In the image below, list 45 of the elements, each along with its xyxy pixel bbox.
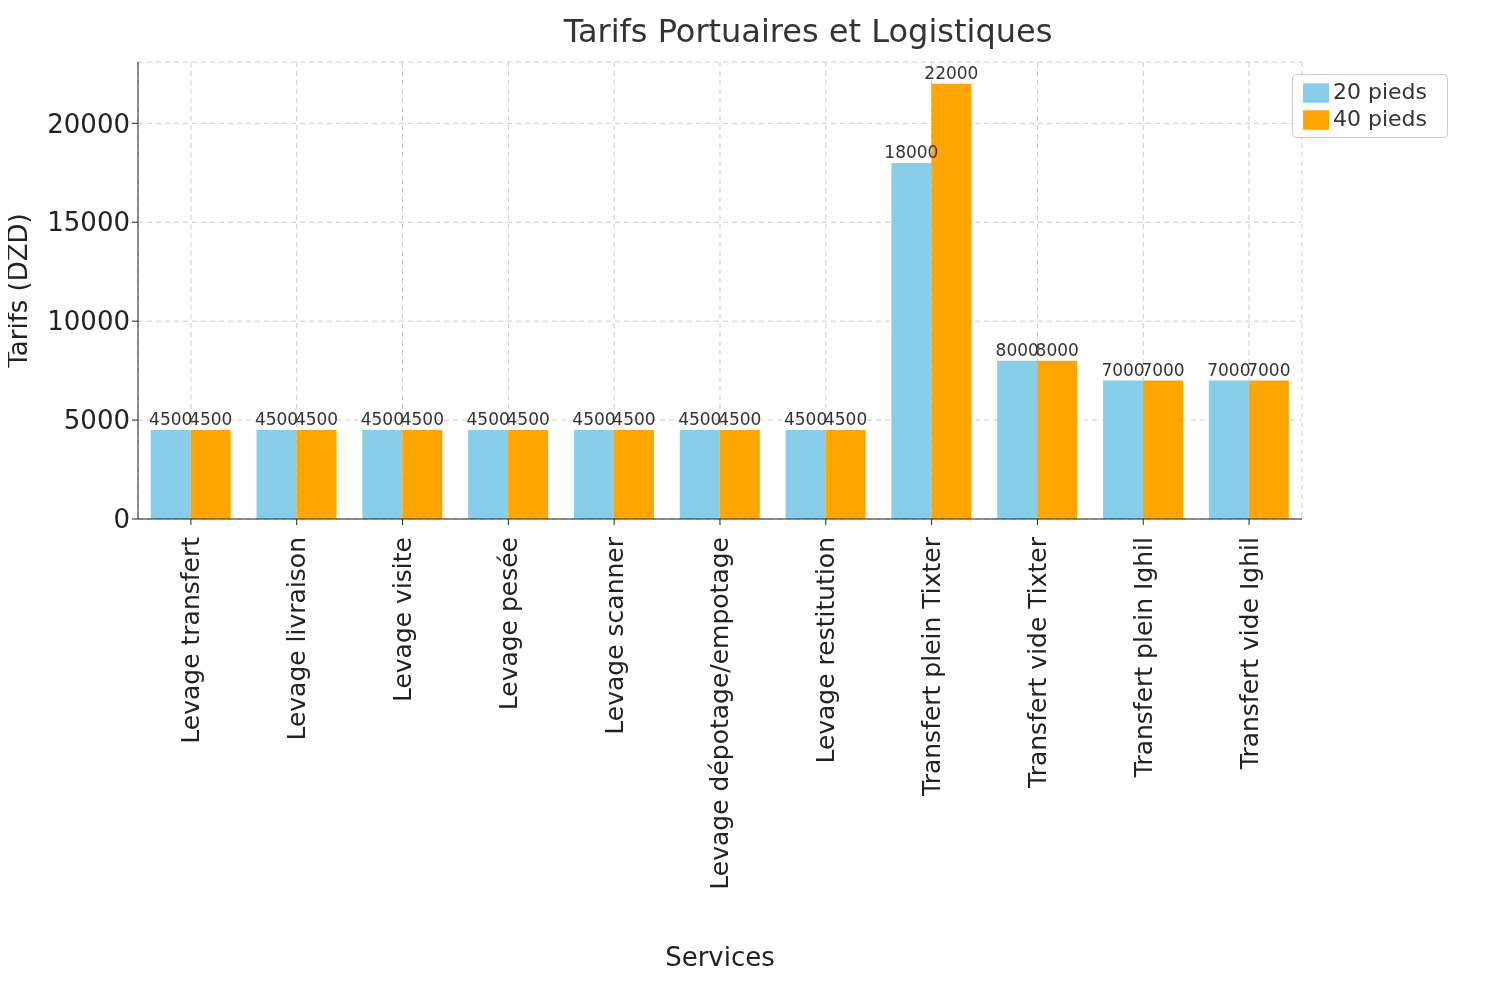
x-axis-title: Services	[665, 942, 775, 972]
bar	[613, 429, 654, 519]
bar	[1143, 380, 1184, 519]
bar	[256, 429, 297, 519]
bar	[296, 429, 337, 519]
x-tick-label: Levage visite	[388, 537, 418, 703]
x-tick-label: Transfert plein Tixter	[917, 536, 947, 797]
bar	[362, 429, 403, 519]
x-tick-label: Levage scanner	[599, 536, 629, 735]
y-tick-label: 0	[113, 504, 130, 535]
x-tick-label: Transfert plein Ighil	[1128, 537, 1158, 779]
bar	[679, 429, 720, 519]
x-tick-label: Levage transfert	[176, 536, 206, 744]
data-label: 8000	[995, 339, 1039, 360]
x-tick-label: Transfert vide Ighil	[1234, 537, 1264, 771]
bar	[508, 429, 549, 519]
bar	[573, 429, 614, 519]
bar	[190, 429, 231, 519]
y-tick-label: 15000	[47, 207, 130, 238]
data-label: 7000	[1101, 359, 1145, 380]
bar	[1103, 380, 1144, 519]
x-tick-label: Levage livraison	[282, 537, 312, 741]
x-tick-label: Levage restitution	[811, 537, 841, 764]
y-tick-label: 10000	[47, 306, 130, 337]
y-axis-title: Tarifs (DZD)	[3, 213, 34, 369]
bar	[1037, 360, 1078, 519]
bar	[719, 429, 760, 519]
x-tick-label: Transfert vide Tixter	[1022, 536, 1052, 789]
y-tick-label: 5000	[63, 405, 130, 436]
bar	[1248, 380, 1289, 519]
bar	[891, 162, 932, 519]
chart-title: Tarifs Portuaires et Logistiques	[562, 11, 1054, 52]
x-tick-label: Levage dépotage/empotage	[705, 537, 735, 890]
bar	[997, 360, 1038, 519]
bar	[402, 429, 443, 519]
legend-label: 20 pieds	[1332, 79, 1427, 104]
bar	[1208, 380, 1249, 519]
bar	[825, 429, 866, 519]
y-tick-label: 20000	[47, 108, 130, 139]
bar	[150, 429, 191, 519]
bar	[785, 429, 826, 519]
bar	[468, 429, 509, 519]
legend-label: 40 pieds	[1332, 106, 1427, 131]
x-tick-label: Levage pesée	[493, 537, 523, 711]
data-label: 22000	[924, 62, 979, 83]
